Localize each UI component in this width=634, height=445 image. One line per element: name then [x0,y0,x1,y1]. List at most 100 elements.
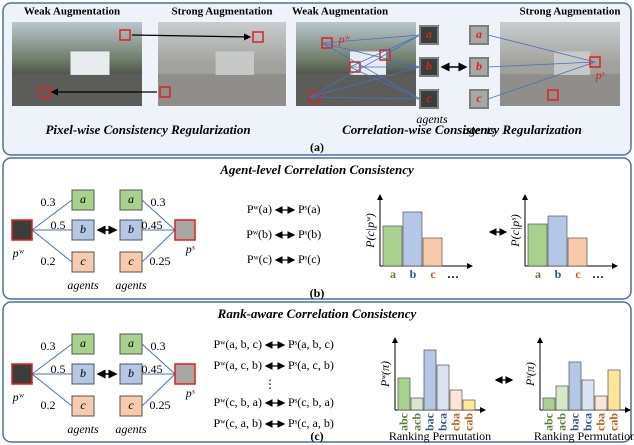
bar [463,400,475,410]
node-label: a [128,192,134,206]
node-label: b [80,222,86,236]
photo-truck [216,51,254,75]
bar [568,238,587,266]
panel-title: Agent-level Correlation Consistency [219,162,414,177]
photo-road [12,74,142,106]
panel-label: (c) [310,429,323,443]
weight: 0.3 [41,339,56,353]
weight: 0.25 [150,254,171,268]
equation: Pʷ(c, a, b) [214,416,262,430]
header: Strong Augmentation [520,6,621,18]
bar [569,362,581,410]
equation: Pˢ(a, c, b) [288,358,334,372]
agent-label: b [426,59,432,73]
category-label: a [390,267,396,281]
category-label: b [410,267,417,281]
bar [450,390,462,410]
equation: Pˢ(c, b, a) [288,395,334,409]
bar [595,396,607,410]
agent-label: a [426,27,432,41]
bar [548,216,567,266]
agents-label: agents [115,422,147,436]
point-node [12,220,32,240]
category-label: a [535,267,541,281]
point-label: pʷ [12,390,25,404]
equation: Pˢ(c, a, b) [288,416,334,430]
photo-road [296,74,416,106]
bar [398,378,410,410]
agent-label: c [476,91,482,105]
header: Weak Augmentation [292,6,388,18]
node-label: b [128,366,134,380]
bar [528,224,547,266]
node-label: a [80,192,86,206]
y-axis-label: P(c|pʷ) [363,213,377,249]
panel-label: (a) [310,140,324,154]
y-axis-label: Pˢ(π) [523,362,537,387]
bar [424,350,436,410]
weight: 0.3 [151,339,166,353]
agents-label: agents [115,278,147,292]
panel-title: Rank-aware Correlation Consistency [217,306,417,321]
node-label: b [128,222,134,236]
weight: 0.45 [142,362,163,376]
header: Weak Augmentation [24,6,120,18]
y-axis-label: P(c|pˢ) [508,214,522,247]
bar [403,212,422,266]
point-label: pˢ [185,242,195,256]
agents-label: agents [67,422,99,436]
equation: Pˢ(a, b, c) [288,337,334,351]
ellipsis: ⋮ [264,377,276,391]
caption: Pixel-wise Consistency Regularization [45,122,250,137]
equation: Pʷ(a) [247,202,272,216]
category-label: … [592,267,604,281]
point-label: pʷ [12,246,25,260]
point-label: pˢ [595,68,605,82]
y-axis-label: Pʷ(π) [378,361,392,388]
weight: 0.25 [150,398,171,412]
node-label: c [128,254,134,268]
equation: Pˢ(c) [298,252,321,266]
node-label: a [80,336,86,350]
bar [582,380,594,410]
photo-road [158,74,286,106]
equation: Pˢ(a) [298,202,321,216]
figure: Weak Augmentation Strong Augmentation Weak… [0,0,634,445]
equation: Pʷ(c) [247,252,272,266]
bar [423,238,442,266]
weight: 0.5 [51,362,66,376]
weight: 0.3 [41,195,56,209]
header: Strong Augmentation [172,6,273,18]
point-label: pˢ [185,386,195,400]
weight: 0.5 [51,218,66,232]
bar [437,365,449,410]
equation: Pˢ(b) [298,227,321,241]
bar [411,398,423,410]
bar [608,370,620,410]
agents-label: agents [67,278,99,292]
point-label: pʷ [338,32,351,46]
equation: Pʷ(a, b, c) [214,337,262,351]
bar [543,398,555,410]
category-label: b [555,267,562,281]
weight: 0.45 [142,218,163,232]
equation: Pʷ(c, b, a) [214,395,262,409]
weight: 0.2 [41,398,56,412]
equation: Pʷ(b) [246,227,272,241]
agent-label: a [476,27,482,41]
bar [383,226,402,266]
node-label: c [80,254,86,268]
category-label: c [430,267,436,281]
node-label: a [128,336,134,350]
point-node [175,364,195,384]
node-label: c [80,398,86,412]
point-node [12,364,32,384]
photo-truck [71,51,110,75]
weight: 0.3 [151,195,166,209]
x-axis-label: Ranking Permutation [534,429,634,443]
weight: 0.2 [41,254,56,268]
x-axis-label: Ranking Permutation [389,429,491,443]
panel-label: (b) [310,286,325,300]
category-label: … [447,267,459,281]
point-node [175,220,195,240]
